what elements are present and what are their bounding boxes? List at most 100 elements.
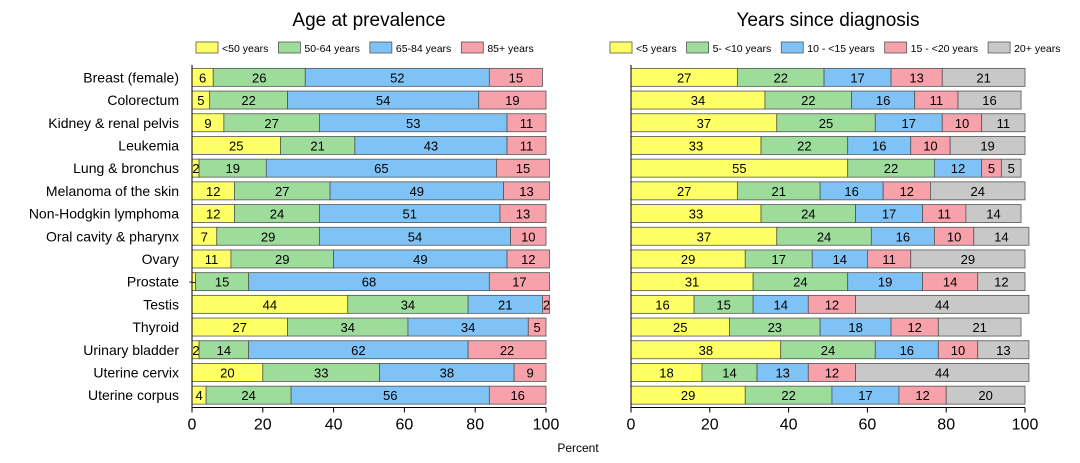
category-label: Breast (female) xyxy=(83,69,179,85)
data-label: 12 xyxy=(521,252,535,267)
data-label: 2 xyxy=(543,297,550,312)
x-tick-label: 100 xyxy=(533,417,560,434)
bar-segment xyxy=(855,363,1030,382)
bar-segment xyxy=(930,181,1026,201)
bar-segment xyxy=(973,226,1030,246)
x-tick-label: 100 xyxy=(1012,417,1039,434)
x-axis-label: Percent xyxy=(557,441,599,455)
data-label: 10 xyxy=(951,343,965,358)
data-label: 5 xyxy=(534,320,541,335)
data-label: 15 xyxy=(509,70,523,85)
data-label: 13 xyxy=(775,365,789,380)
data-label: 68 xyxy=(362,275,376,290)
data-label: 11 xyxy=(882,252,896,267)
data-label: 16 xyxy=(896,229,910,244)
data-label: 16 xyxy=(655,297,669,312)
data-label: 22 xyxy=(781,388,795,403)
data-label: 29 xyxy=(681,252,695,267)
data-label: 20 xyxy=(220,365,234,380)
data-label: 44 xyxy=(935,365,949,380)
data-label: 10 xyxy=(521,229,535,244)
data-label: 16 xyxy=(900,343,914,358)
data-label: 17 xyxy=(902,116,916,131)
data-label: 24 xyxy=(970,184,984,199)
data-label: 24 xyxy=(801,207,815,222)
data-label: 34 xyxy=(341,320,355,335)
data-label: 21 xyxy=(772,184,786,199)
x-tick-label: 0 xyxy=(188,417,197,434)
data-label: 44 xyxy=(935,297,949,312)
legend-label: 10 - <15 years xyxy=(807,43,874,55)
bar-segment xyxy=(488,67,543,87)
bar-segment xyxy=(957,90,1022,110)
data-label: 10 xyxy=(923,138,937,153)
bar-segment xyxy=(527,317,547,337)
data-label: 9 xyxy=(204,116,211,131)
panel-title: Years since diagnosis xyxy=(736,10,919,31)
data-label: 17 xyxy=(882,207,896,222)
data-label: 27 xyxy=(677,70,691,85)
data-label: 12 xyxy=(915,388,929,403)
data-label: 22 xyxy=(500,343,514,358)
data-label: 14 xyxy=(773,297,787,312)
legend-label: <50 years xyxy=(222,43,268,55)
x-tick-label: 0 xyxy=(627,417,636,434)
x-tick-label: 40 xyxy=(325,417,343,434)
data-label: 12 xyxy=(206,184,220,199)
data-label: 16 xyxy=(510,388,524,403)
data-label: 7 xyxy=(201,229,208,244)
data-label: 34 xyxy=(401,297,415,312)
data-label: 20 xyxy=(978,388,992,403)
legend-label: 15 - <20 years xyxy=(911,43,978,55)
x-tick-label: 20 xyxy=(254,417,272,434)
data-label: 10 xyxy=(947,229,961,244)
bar-segment xyxy=(937,317,1022,337)
data-label: 25 xyxy=(229,138,243,153)
legend-swatch xyxy=(987,41,1011,54)
data-label: 15 xyxy=(516,161,530,176)
data-label: 22 xyxy=(884,161,898,176)
data-label: 24 xyxy=(270,207,284,222)
data-label: 11 xyxy=(997,116,1011,131)
data-label: 12 xyxy=(951,161,965,176)
data-label: 12 xyxy=(907,320,921,335)
x-tick-label: 60 xyxy=(396,417,414,434)
data-label: 12 xyxy=(825,297,839,312)
category-label: Uterine cervix xyxy=(93,364,179,380)
data-label: 9 xyxy=(526,365,533,380)
data-label: 16 xyxy=(982,93,996,108)
data-label: 5 xyxy=(1008,161,1015,176)
category-label: Testis xyxy=(143,296,179,312)
data-label: 2 xyxy=(192,343,199,358)
data-label: 14 xyxy=(833,252,847,267)
category-label: Oral cavity & pharynx xyxy=(46,228,179,244)
data-label: 13 xyxy=(516,207,530,222)
data-label: 19 xyxy=(505,93,519,108)
data-label: 25 xyxy=(673,320,687,335)
data-label: 18 xyxy=(848,320,862,335)
category-label: Uterine corpus xyxy=(88,387,179,403)
bar-segment xyxy=(499,204,547,223)
data-label: 4 xyxy=(195,388,202,403)
bar-segment xyxy=(488,385,547,405)
bar-segment xyxy=(478,90,547,110)
legend-label: 20+ years xyxy=(1014,43,1060,55)
data-label: 12 xyxy=(900,184,914,199)
data-label: 11 xyxy=(937,207,951,222)
data-label: 22 xyxy=(797,138,811,153)
x-tick-label: 60 xyxy=(859,417,877,434)
data-label: 56 xyxy=(383,388,397,403)
data-label: 13 xyxy=(996,343,1010,358)
bar-segment xyxy=(855,294,1030,314)
data-label: 11 xyxy=(520,116,534,131)
data-label: 5 xyxy=(988,161,995,176)
data-label: 11 xyxy=(205,252,219,267)
data-label: 16 xyxy=(872,138,886,153)
data-label: 15 xyxy=(215,275,229,290)
bar-segment xyxy=(510,226,547,246)
bar-segment xyxy=(513,363,547,382)
data-label: 17 xyxy=(858,388,872,403)
x-tick-label: 80 xyxy=(937,417,955,434)
data-label: 14 xyxy=(943,275,957,290)
